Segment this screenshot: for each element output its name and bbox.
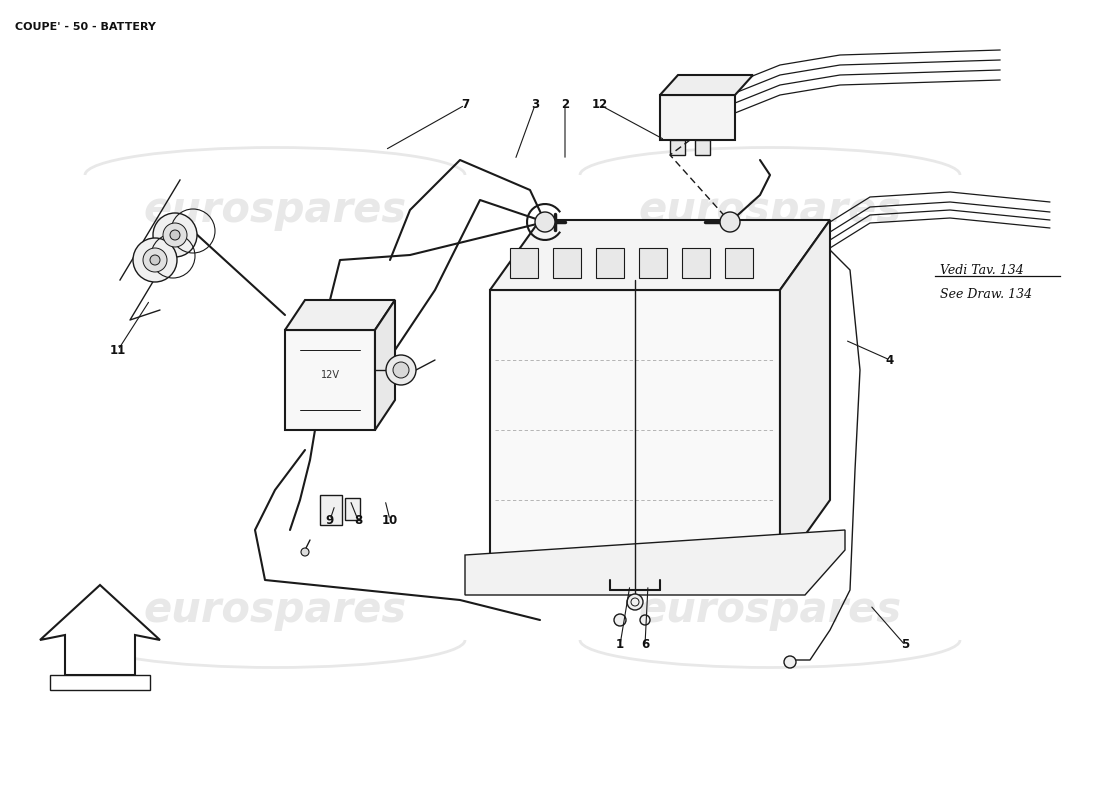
Bar xyxy=(553,248,581,278)
Circle shape xyxy=(640,615,650,625)
Text: 2: 2 xyxy=(561,98,569,111)
Circle shape xyxy=(614,614,626,626)
Circle shape xyxy=(535,212,556,232)
Polygon shape xyxy=(490,220,830,290)
Circle shape xyxy=(133,238,177,282)
Polygon shape xyxy=(40,585,159,675)
Text: eurospares: eurospares xyxy=(143,589,407,631)
Polygon shape xyxy=(660,75,754,95)
Polygon shape xyxy=(780,220,830,570)
Text: 9: 9 xyxy=(326,514,334,526)
Bar xyxy=(285,330,375,430)
Circle shape xyxy=(301,548,309,556)
Circle shape xyxy=(393,362,409,378)
Circle shape xyxy=(153,213,197,257)
Circle shape xyxy=(143,248,167,272)
Bar xyxy=(510,248,538,278)
Circle shape xyxy=(170,230,180,240)
Text: See Draw. 134: See Draw. 134 xyxy=(940,287,1032,301)
Bar xyxy=(490,290,780,570)
Text: eurospares: eurospares xyxy=(143,189,407,231)
Circle shape xyxy=(163,223,187,247)
Text: eurospares: eurospares xyxy=(638,189,902,231)
Circle shape xyxy=(386,355,416,385)
Polygon shape xyxy=(465,530,845,595)
Text: 12: 12 xyxy=(592,98,608,111)
Text: 11: 11 xyxy=(110,343,126,357)
Circle shape xyxy=(150,255,160,265)
Bar xyxy=(670,140,685,155)
Text: 6: 6 xyxy=(641,638,649,651)
Text: COUPE' - 50 - BATTERY: COUPE' - 50 - BATTERY xyxy=(15,22,156,32)
Text: 7: 7 xyxy=(461,98,469,111)
Text: 8: 8 xyxy=(354,514,362,526)
Bar xyxy=(50,675,150,690)
Text: 1: 1 xyxy=(616,638,624,651)
Bar xyxy=(320,495,342,525)
Polygon shape xyxy=(375,300,395,430)
Bar xyxy=(639,248,667,278)
Text: 5: 5 xyxy=(901,638,909,651)
Text: 4: 4 xyxy=(886,354,894,366)
Text: eurospares: eurospares xyxy=(638,589,902,631)
Bar xyxy=(660,95,735,140)
Bar xyxy=(695,140,710,155)
Bar xyxy=(345,498,360,520)
Bar xyxy=(725,248,754,278)
Polygon shape xyxy=(285,300,395,330)
Text: Vedi Tav. 134: Vedi Tav. 134 xyxy=(940,263,1024,277)
Bar xyxy=(682,248,710,278)
Circle shape xyxy=(784,656,796,668)
Text: 3: 3 xyxy=(531,98,539,111)
Text: 12V: 12V xyxy=(320,370,340,380)
Bar xyxy=(596,248,624,278)
Text: 10: 10 xyxy=(382,514,398,526)
Circle shape xyxy=(627,594,644,610)
Circle shape xyxy=(720,212,740,232)
